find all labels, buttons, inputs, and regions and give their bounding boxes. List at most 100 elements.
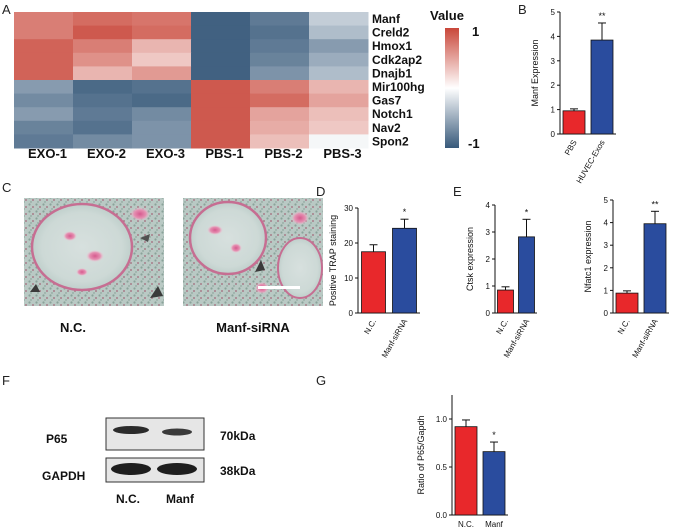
heatmap-cell <box>250 66 310 81</box>
y-tick-label: 1 <box>486 282 491 291</box>
panel-letter-c: C <box>2 180 11 195</box>
heatmap-cell <box>14 12 74 27</box>
heatmap-cell <box>14 93 74 108</box>
y-tick-label: 2 <box>486 255 491 264</box>
heatmap-cell <box>132 52 192 67</box>
wb-lane-manf: Manf <box>166 492 195 506</box>
heatmap-cell <box>250 39 310 54</box>
panel-letter-a: A <box>2 2 11 17</box>
heatmap-cell <box>191 93 251 108</box>
heatmap-column-label: EXO-2 <box>87 146 126 161</box>
y-tick-label: 4 <box>551 32 556 41</box>
western-blot: P65 GAPDH 70kDa 38kDa N.C. Manf <box>42 417 256 506</box>
heatmap-column-label: PBS-2 <box>264 146 302 161</box>
y-tick-label: 5 <box>604 196 609 205</box>
x-category-label: PBS <box>563 139 579 157</box>
bar-chart-p65-ratio: 0.0 0.5 1.0 Ratio of P65/Gapdh N.C. * Manf <box>416 395 508 529</box>
heatmap-cell <box>250 134 310 149</box>
bar <box>361 251 386 314</box>
y-tick-label: 5 <box>551 8 556 17</box>
heatmap-cell <box>14 52 74 67</box>
heatmap-cell <box>191 107 251 122</box>
heatmap-cell <box>309 25 369 40</box>
heatmap-cell <box>309 80 369 95</box>
heatmap-row-label: Notch1 <box>372 107 413 121</box>
heatmap-cell <box>191 66 251 81</box>
y-tick-label: 0.0 <box>436 511 448 520</box>
heatmap-cell <box>309 107 369 122</box>
legend-tick-low: -1 <box>468 136 480 151</box>
heatmap-cell <box>132 80 192 95</box>
heatmap-cell <box>14 120 74 135</box>
micrograph-label-manf-sirna: Manf-siRNA <box>216 320 290 335</box>
heatmap-column-label: PBS-3 <box>323 146 361 161</box>
heatmap-cell <box>14 107 74 122</box>
panel-letter-f: F <box>2 373 10 388</box>
heatmap-row-label: Spon2 <box>372 134 409 148</box>
heatmap-cell <box>132 66 192 81</box>
heatmap-cell <box>191 25 251 40</box>
heatmap-cell <box>14 39 74 54</box>
y-tick-label: 0 <box>551 130 556 139</box>
x-category-label: N.C. <box>458 520 474 529</box>
heatmap-cell <box>73 120 133 135</box>
heatmap-cell <box>250 80 310 95</box>
wb-band-gapdh-manf <box>157 463 197 475</box>
y-tick-label: 10 <box>344 274 353 283</box>
legend-tick-high: 1 <box>472 24 479 39</box>
heatmap-cell <box>250 120 310 135</box>
y-axis-title: Nfatc1 expression <box>583 220 593 292</box>
heatmap-row-label: Cdk2ap2 <box>372 53 422 67</box>
wb-size-gapdh: 38kDa <box>220 464 256 478</box>
panel-letter-e: E <box>453 184 462 199</box>
heatmap-row-label: Dnajb1 <box>372 66 412 80</box>
x-category-label: HUVEC-Exos <box>575 139 607 185</box>
bar <box>518 236 535 314</box>
heatmap-cell <box>132 12 192 27</box>
y-axis-title: Positive TRAP staining <box>328 215 338 306</box>
wb-protein-gapdh: GAPDH <box>42 469 85 483</box>
bar <box>392 227 417 314</box>
heatmap-row-label: Gas7 <box>372 94 402 108</box>
y-tick-label: 20 <box>344 239 353 248</box>
heatmap-cell <box>14 25 74 40</box>
y-tick-label: 0 <box>486 309 491 318</box>
heatmap-cell <box>250 25 310 40</box>
heatmap-row-label: Creld2 <box>372 26 410 40</box>
heatmap-legend: Value 1 -1 <box>430 8 480 151</box>
heatmap-column-label: EXO-1 <box>28 146 67 161</box>
heatmap-cell <box>191 39 251 54</box>
heatmap-cell <box>14 134 74 149</box>
heatmap-cell <box>132 39 192 54</box>
y-axis-title: Manf Expression <box>530 39 540 106</box>
heatmap-cell <box>191 134 251 149</box>
bar <box>615 292 639 314</box>
significance-marker: * <box>492 430 496 440</box>
heatmap-cell <box>250 93 310 108</box>
wb-band-gapdh-nc <box>111 463 151 475</box>
panel-letter-g: G <box>316 373 326 388</box>
x-category-label: N.C. <box>616 318 632 336</box>
y-tick-label: 3 <box>486 228 491 237</box>
y-tick-label: 1 <box>551 106 556 115</box>
heatmap-cell <box>309 93 369 108</box>
heatmap-row-label: Nav2 <box>372 121 401 135</box>
heatmap-cell <box>191 12 251 27</box>
heatmap-cell <box>309 120 369 135</box>
y-tick-label: 0.5 <box>436 463 448 472</box>
y-axis-title: Ctsk expression <box>465 227 475 291</box>
x-category-label: N.C. <box>494 318 510 336</box>
legend-colorbar <box>445 28 459 148</box>
x-category-label: Manf-siRNA <box>630 317 660 359</box>
bar <box>482 451 506 516</box>
heatmap-cell <box>73 39 133 54</box>
heatmap-cell <box>250 52 310 67</box>
heatmap-cell <box>73 80 133 95</box>
heatmap-cell <box>132 107 192 122</box>
heatmap-cell <box>73 93 133 108</box>
y-tick-label: 1.0 <box>436 415 448 424</box>
wb-protein-p65: P65 <box>46 432 68 446</box>
y-tick-label: 30 <box>344 204 353 213</box>
heatmap-cell <box>14 80 74 95</box>
heatmap-cell <box>73 107 133 122</box>
